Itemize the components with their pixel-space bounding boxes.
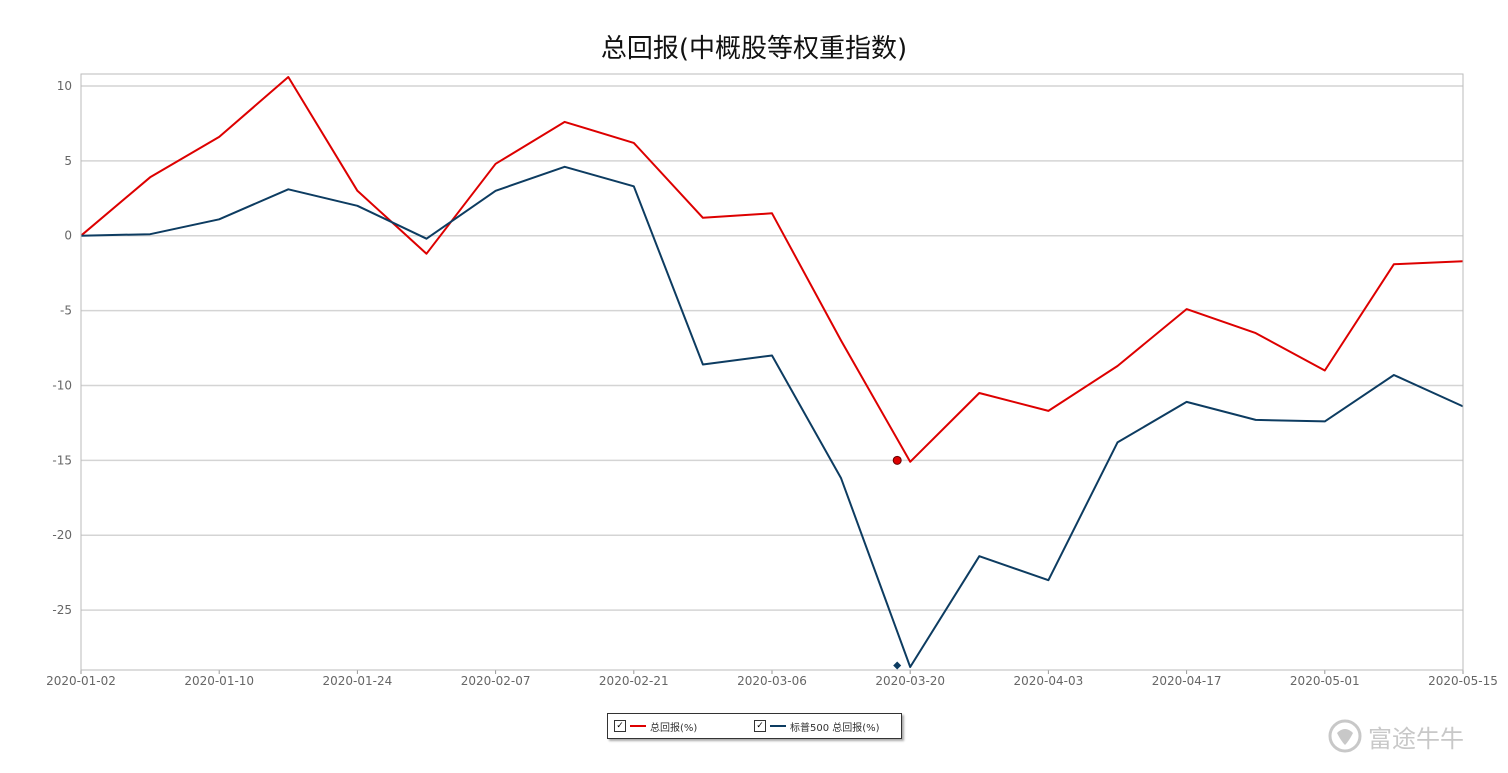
x-tick-label: 2020-04-03 (1014, 674, 1084, 688)
x-tick-label: 2020-01-24 (323, 674, 393, 688)
y-tick-label: -25 (52, 603, 72, 617)
y-tick-label: 5 (64, 154, 72, 168)
grid-lines (81, 85, 1463, 611)
series-markers (892, 455, 902, 670)
x-tick-label: 2020-02-21 (599, 674, 669, 688)
x-tick-label: 2020-01-10 (184, 674, 254, 688)
legend-label-series-2: 标普500 总回报(%) (790, 722, 880, 734)
x-axis-ticks: 2020-01-02 2020-01-10 2020-01-24 2020-02-07… (46, 670, 1498, 688)
x-tick-label: 2020-03-06 (737, 674, 807, 688)
x-tick-label: 2020-03-20 (875, 674, 945, 688)
watermark: 富途牛牛 (1328, 718, 1464, 754)
series-line-1 (80, 76, 1464, 463)
y-tick-label: -20 (52, 528, 72, 542)
watermark-text: 富途牛牛 (1368, 724, 1464, 753)
series-lines (80, 76, 1464, 668)
legend-item-series-1[interactable]: ✓ 总回报(%) (614, 719, 698, 734)
y-tick-label: -5 (60, 304, 72, 318)
y-tick-label: 10 (57, 79, 72, 93)
legend: ✓ 总回报(%) ✓ 标普500 总回报(%) (607, 713, 902, 739)
legend-item-series-2[interactable]: ✓ 标普500 总回报(%) (754, 719, 880, 734)
series-marker-1 (892, 455, 902, 465)
x-tick-label: 2020-02-07 (461, 674, 531, 688)
x-tick-label: 2020-05-01 (1290, 674, 1360, 688)
legend-swatch-series-2 (770, 725, 786, 727)
futu-bull-logo-icon (1328, 719, 1362, 753)
x-tick-label: 2020-05-15 (1428, 674, 1498, 688)
x-tick-label: 2020-04-17 (1152, 674, 1222, 688)
x-tick-label: 2020-01-02 (46, 674, 116, 688)
y-axis-ticks: 10 5 0 -5 -10 -15 -20 -25 (52, 79, 72, 617)
y-tick-label: -15 (52, 453, 72, 467)
series-marker-2 (893, 661, 902, 670)
legend-label-series-1: 总回报(%) (650, 722, 698, 734)
legend-swatch-series-1 (630, 725, 646, 727)
y-tick-label: 0 (64, 229, 72, 243)
checkbox-icon[interactable]: ✓ (754, 720, 766, 732)
checkbox-icon[interactable]: ✓ (614, 720, 626, 732)
chart-title: 总回报(中概股等权重指数) (600, 34, 908, 64)
y-tick-label: -10 (52, 378, 72, 392)
plot-area-frame (80, 73, 1464, 671)
series-line-2 (80, 165, 1464, 668)
